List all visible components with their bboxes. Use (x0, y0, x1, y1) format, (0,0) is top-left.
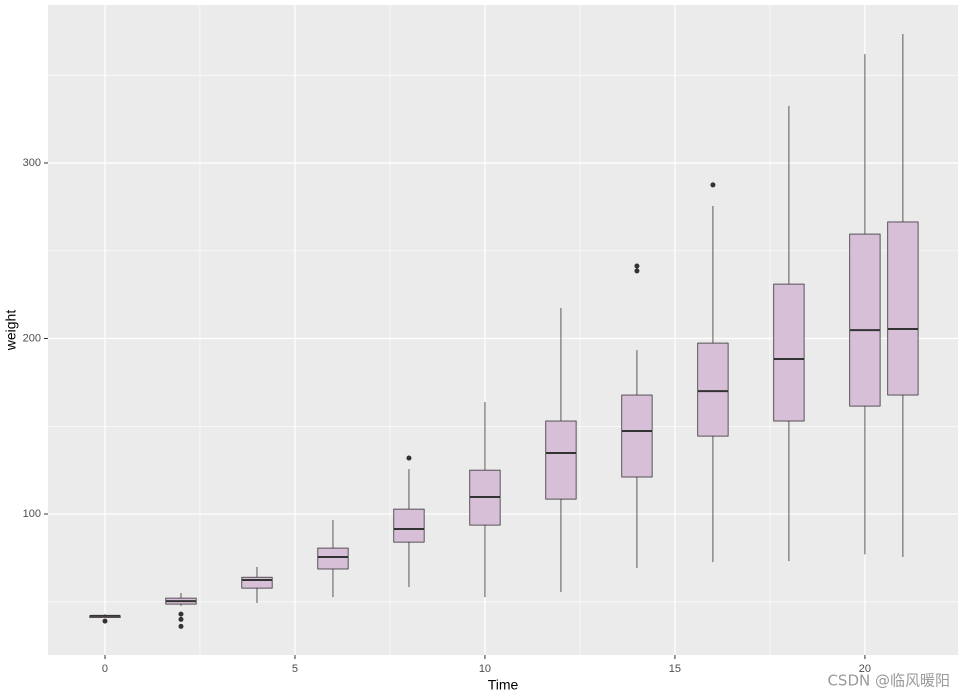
box (241, 576, 273, 589)
x-tick-label: 20 (859, 663, 871, 675)
watermark: CSDN @临风暖阳 (827, 672, 950, 690)
box (887, 221, 919, 396)
y-tick-label: 100 (23, 508, 41, 520)
outlier (406, 455, 412, 461)
x-tick-label: 0 (102, 663, 108, 675)
x-axis-title: Time (488, 677, 519, 693)
outlier (178, 611, 184, 617)
box (621, 394, 653, 478)
outlier (634, 268, 640, 274)
outlier (634, 263, 640, 269)
panel (48, 5, 958, 655)
box (773, 283, 805, 422)
x-tick-label: 10 (479, 663, 491, 675)
outlier (178, 623, 184, 629)
x-tick-label: 5 (292, 663, 298, 675)
outlier (102, 618, 108, 624)
box (393, 508, 425, 543)
y-axis-title: weight (3, 310, 19, 352)
box (317, 547, 349, 570)
box (545, 420, 577, 500)
y-tick-label: 300 (23, 157, 41, 169)
x-tick-label: 15 (669, 663, 681, 675)
box (849, 233, 881, 407)
outlier (710, 182, 716, 188)
box (697, 342, 729, 437)
outlier (178, 616, 184, 622)
y-tick-label: 200 (23, 332, 41, 344)
